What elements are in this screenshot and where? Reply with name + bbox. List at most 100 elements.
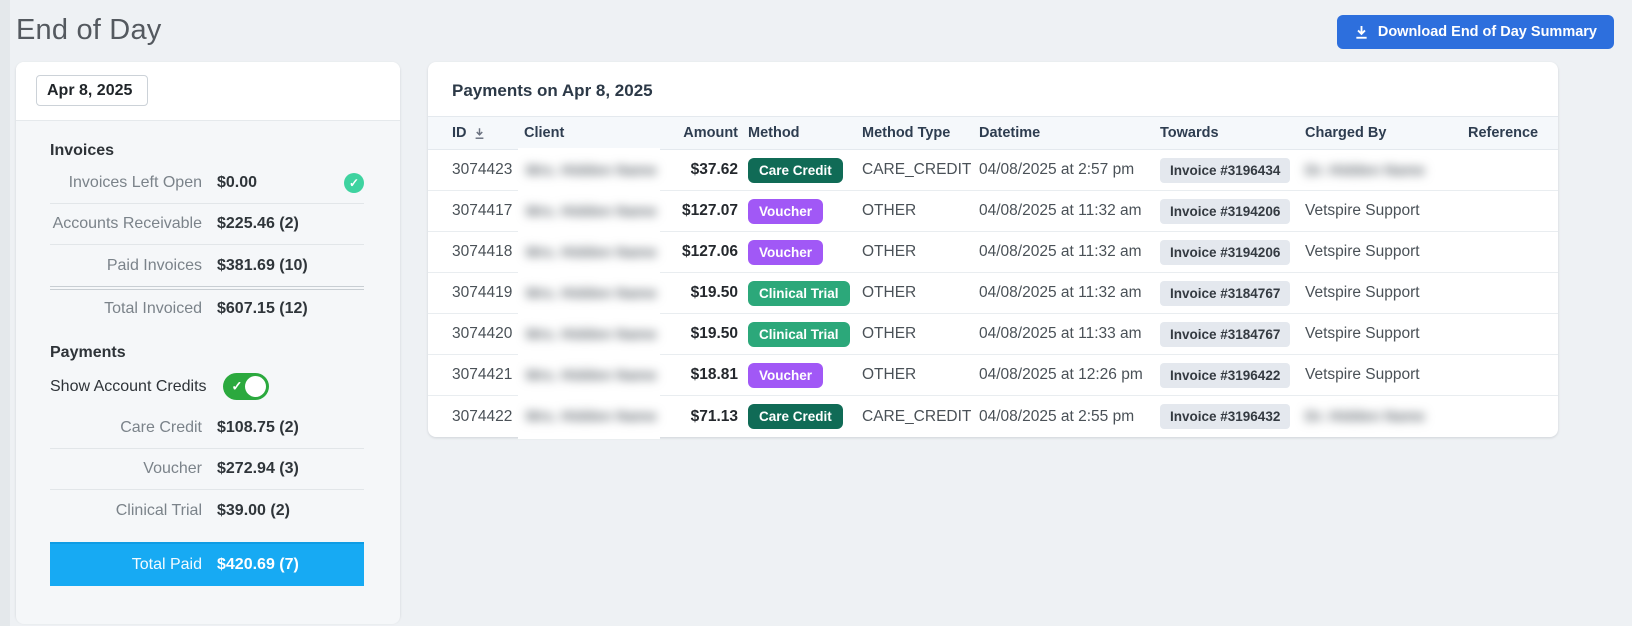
towards-cell: Invoice #3196432	[1160, 404, 1305, 429]
top-bar: End of Day Download End of Day Summary	[0, 0, 1632, 62]
payments-table-header: ID Client Amount Method Method Type Datetime T…	[428, 116, 1558, 150]
sort-descending-icon	[473, 127, 486, 140]
stat-label: Total Paid	[131, 556, 202, 573]
payment-id: 3074422	[452, 407, 513, 425]
redacted-client-text: Mrs. Hidden Name	[526, 366, 657, 384]
charged-by-cell: Vetspire Support	[1305, 325, 1420, 342]
stat-label: Total Invoiced	[104, 299, 202, 317]
payment-datetime: 04/08/2025 at 11:33 am	[979, 325, 1142, 342]
download-summary-button[interactable]: Download End of Day Summary	[1336, 15, 1614, 49]
table-row[interactable]: 3074420 Mrs. Hidden Name $19.50 Clinical Tr…	[428, 312, 1558, 356]
redacted-client-blur: Mrs. Hidden Name	[518, 230, 660, 274]
payments-table-body: 3074423 Mrs. Hidden Name $37.62 Care Credit…	[428, 148, 1558, 439]
table-row[interactable]: 3074417 Mrs. Hidden Name $127.07 Voucher OTH…	[428, 189, 1558, 233]
table-row[interactable]: 3074422 Mrs. Hidden Name $71.13 Care Credit…	[428, 394, 1558, 439]
redacted-client-text: Mrs. Hidden Name	[526, 161, 657, 179]
stat-label: Accounts Receivable	[52, 215, 202, 232]
column-header-client[interactable]: Client	[524, 117, 682, 149]
table-row[interactable]: 3074418 Mrs. Hidden Name $127.06 Voucher OTH…	[428, 230, 1558, 274]
client-cell: Mrs. Hidden Name	[518, 271, 682, 315]
invoice-link[interactable]: Invoice #3194206	[1160, 198, 1291, 224]
table-row[interactable]: 3074421 Mrs. Hidden Name $18.81 Voucher OTHE…	[428, 353, 1558, 397]
stat-row-total-invoiced: Total Invoiced $607.15 (12)	[50, 286, 364, 327]
stat-row-voucher: Voucher $272.94 (3)	[50, 449, 364, 490]
invoice-link[interactable]: Invoice #3184767	[1160, 321, 1291, 347]
table-row[interactable]: 3074419 Mrs. Hidden Name $19.50 Clinical Tr…	[428, 271, 1558, 315]
column-header-label: Datetime	[979, 125, 1041, 141]
stat-label: Paid Invoices	[106, 256, 202, 274]
charged-by-cell: Dr. Hidden Name	[1305, 408, 1468, 425]
payment-method-cell: Care Credit	[738, 157, 862, 183]
invoice-link[interactable]: Invoice #3196434	[1160, 157, 1291, 183]
payment-datetime: 04/08/2025 at 2:57 pm	[979, 161, 1135, 178]
payment-amount: $18.81	[690, 366, 738, 383]
client-cell: Mrs. Hidden Name	[518, 230, 682, 274]
redacted-client-blur: Mrs. Hidden Name	[518, 148, 660, 192]
stat-row-clinical-trial: Clinical Trial $39.00 (2)	[50, 490, 364, 531]
stat-value: $108.75 (2)	[217, 419, 299, 436]
column-header-id[interactable]: ID	[452, 125, 524, 141]
payment-amount: $37.62	[690, 161, 738, 178]
method-type: OTHER	[862, 243, 917, 260]
redacted-client-text: Mrs. Hidden Name	[526, 408, 657, 425]
summary-body: Invoices Invoices Left Open $0.00 ✓ Acco…	[16, 121, 400, 624]
column-header-charged-by[interactable]: Charged By	[1305, 125, 1468, 141]
redacted-client-blur: Mrs. Hidden Name	[518, 394, 660, 439]
redacted-client-blur: Mrs. Hidden Name	[518, 189, 660, 233]
charged-by-cell: Vetspire Support	[1305, 366, 1420, 383]
invoices-heading: Invoices	[50, 142, 115, 159]
date-picker-section	[16, 62, 400, 121]
invoice-link[interactable]: Invoice #3194206	[1160, 239, 1291, 265]
redacted-client-blur: Mrs. Hidden Name	[518, 312, 660, 356]
invoice-link[interactable]: Invoice #3196432	[1160, 404, 1291, 429]
charged-by-cell: Dr. Hidden Name	[1305, 162, 1468, 179]
column-header-towards[interactable]: Towards	[1160, 125, 1305, 141]
method-badge: Voucher	[748, 198, 824, 224]
column-header-label: Towards	[1160, 125, 1219, 141]
payment-datetime: 04/08/2025 at 12:26 pm	[979, 366, 1143, 383]
column-header-method-type[interactable]: Method Type	[862, 125, 979, 141]
payment-datetime: 04/08/2025 at 11:32 am	[979, 243, 1142, 260]
charged-by-cell: Vetspire Support	[1305, 284, 1420, 301]
invoice-link[interactable]: Invoice #3184767	[1160, 280, 1291, 306]
redacted-client-text: Mrs. Hidden Name	[526, 284, 657, 302]
column-header-amount[interactable]: Amount	[682, 125, 738, 141]
show-account-credits-toggle[interactable]: ✓	[222, 373, 269, 400]
method-type: OTHER	[862, 284, 917, 301]
stat-value: $420.69 (7)	[217, 556, 299, 573]
redacted-staff-text: Dr. Hidden Name	[1305, 161, 1426, 179]
redacted-client-blur: Mrs. Hidden Name	[518, 271, 660, 315]
invoice-link[interactable]: Invoice #3196422	[1160, 362, 1291, 388]
total-paid-row-selected[interactable]: Total Paid $420.69 (7)	[50, 542, 364, 586]
table-row[interactable]: 3074423 Mrs. Hidden Name $37.62 Care Credit…	[428, 148, 1558, 192]
stat-label: Care Credit	[120, 419, 202, 436]
payment-method-cell: Clinical Trial	[738, 321, 862, 347]
towards-cell: Invoice #3184767	[1160, 321, 1305, 347]
column-header-datetime[interactable]: Datetime	[979, 125, 1160, 141]
stat-value: $225.46 (2)	[217, 215, 299, 232]
method-badge: Clinical Trial	[748, 280, 850, 306]
stat-label: Voucher	[143, 460, 202, 477]
payment-method-cell: Voucher	[738, 362, 862, 388]
toggle-knob	[244, 376, 266, 397]
charged-by-cell: Vetspire Support	[1305, 202, 1420, 219]
payment-id: 3074421	[452, 366, 513, 383]
towards-cell: Invoice #3196434	[1160, 157, 1305, 183]
date-input[interactable]	[36, 75, 148, 106]
payment-id: 3074420	[452, 325, 513, 342]
towards-cell: Invoice #3196422	[1160, 362, 1305, 388]
left-edge-strip	[0, 0, 10, 626]
method-badge: Clinical Trial	[748, 321, 850, 347]
method-badge: Care Credit	[748, 157, 843, 183]
payment-id: 3074417	[452, 202, 513, 219]
stat-value: $39.00 (2)	[217, 501, 290, 519]
column-header-label: Method	[748, 125, 800, 141]
payment-datetime: 04/08/2025 at 11:32 am	[979, 284, 1142, 301]
payment-amount: $19.50	[690, 284, 738, 301]
column-header-method[interactable]: Method	[738, 125, 862, 141]
client-cell: Mrs. Hidden Name	[518, 189, 682, 233]
stat-row-paid-invoices: Paid Invoices $381.69 (10)	[50, 245, 364, 286]
column-header-reference[interactable]: Reference	[1468, 125, 1538, 141]
client-cell: Mrs. Hidden Name	[518, 353, 682, 397]
